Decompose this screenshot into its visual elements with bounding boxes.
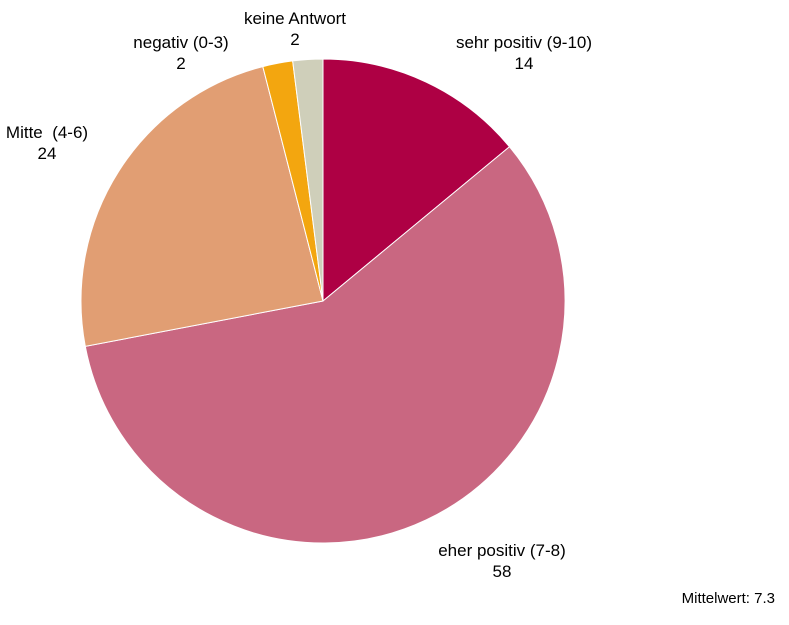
slice-label: keine Antwort xyxy=(244,9,346,28)
pie-slice xyxy=(84,146,566,544)
slice-value-label: 58 xyxy=(493,562,512,581)
slice-value-label: 2 xyxy=(290,30,299,49)
mean-value: 7.3 xyxy=(754,590,775,607)
slice-label: Mitte (4-6) xyxy=(6,123,88,142)
slice-value-label: 2 xyxy=(176,54,185,73)
slice-label: eher positiv (7-8) xyxy=(438,541,566,560)
slice-label: negativ (0-3) xyxy=(133,33,228,52)
mean-label: Mittelwert: xyxy=(681,590,750,607)
pie-slices xyxy=(80,58,566,544)
mean-note: Mittelwert: 7.3 xyxy=(682,590,775,607)
slice-value-label: 24 xyxy=(38,144,57,163)
pie-slice xyxy=(292,58,324,302)
slice-value-label: 14 xyxy=(515,54,534,73)
slice-label: sehr positiv (9-10) xyxy=(456,33,592,52)
pie-slice xyxy=(322,58,511,303)
pie-labels: sehr positiv (9-10) 14 eher positiv (7-8) 5… xyxy=(6,9,592,581)
pie-slice xyxy=(80,65,324,347)
